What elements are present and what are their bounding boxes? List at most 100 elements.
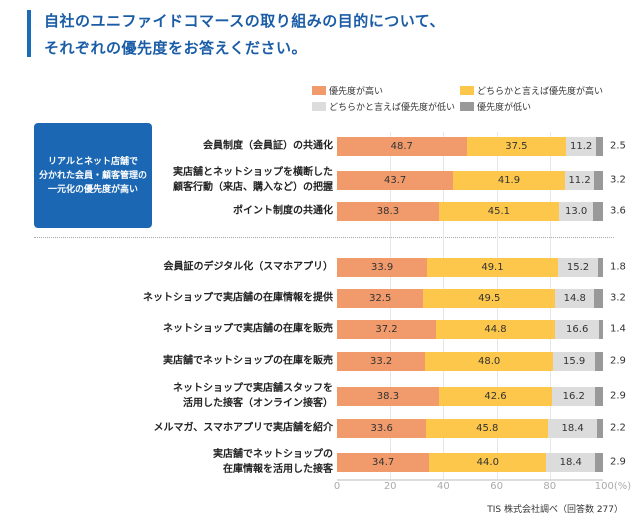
bar-segment: 45.8: [426, 418, 549, 438]
legend-item: 優先度が高い: [312, 84, 383, 97]
data-label: 37.5: [505, 140, 528, 152]
data-label: 2.2: [610, 422, 626, 434]
data-label: 2.9: [610, 456, 626, 468]
bar-segment: [599, 319, 603, 339]
x-tick-label: 60: [490, 481, 503, 492]
category-label: ネットショップで実店舗スタッフを 活用した接客（オンライン接客）: [173, 383, 333, 409]
data-label: 1.4: [610, 323, 626, 335]
category-label: 実店舗でネットショップの 在庫情報を活用した接客: [213, 449, 333, 475]
bar-segment: 11.2: [564, 170, 595, 190]
bar-segment: 48.7: [337, 136, 467, 156]
data-label: 49.1: [481, 261, 504, 273]
data-label: 11.2: [568, 174, 591, 186]
bar-segment: 11.2: [566, 136, 597, 156]
legend-label: 優先度が低い: [477, 103, 532, 113]
bar-segment: 15.9: [552, 351, 596, 371]
data-label: 34.7: [372, 456, 395, 468]
category-label: ネットショップで実店舗の在庫情報を提供: [143, 292, 333, 304]
bar-segment: 48.0: [425, 351, 553, 371]
data-label: 41.9: [497, 174, 521, 186]
data-label: 18.4: [561, 422, 584, 434]
bar-segment: 32.5: [337, 288, 424, 308]
bar-segment: 34.7: [337, 452, 430, 472]
x-tick-label: 40: [437, 481, 450, 492]
data-label: 15.9: [562, 355, 586, 367]
data-label: 44.0: [476, 456, 499, 468]
bar-segment: 14.8: [555, 288, 595, 308]
bar-segment: 43.7: [337, 170, 454, 190]
bar-segment: [594, 288, 603, 308]
legend-label: 優先度が高い: [329, 87, 384, 97]
bar-segment: [597, 418, 603, 438]
bar-segment: 41.9: [453, 170, 565, 190]
data-label: 2.9: [610, 390, 626, 402]
data-label: 45.1: [487, 205, 510, 217]
bar-segment: 33.2: [337, 351, 426, 371]
legend-item: 優先度が低い: [460, 100, 531, 113]
category-label: 実店舗でネットショップの在庫を販売: [163, 355, 333, 367]
legend-swatch: [312, 102, 326, 111]
legend-swatch: [460, 86, 474, 95]
group-separator: [34, 237, 614, 238]
category-label: ネットショップで実店舗の在庫を販売: [163, 323, 333, 335]
bar-segment: 44.0: [429, 452, 547, 472]
data-label: 14.8: [563, 292, 586, 304]
bar-segment: [593, 201, 603, 221]
legend-swatch: [312, 86, 326, 95]
bar-segment: 33.9: [337, 257, 428, 277]
legend-label: どちらかと言えば優先度が低い: [329, 103, 456, 113]
bar-segment: 45.1: [438, 201, 559, 221]
data-label: 18.4: [559, 456, 582, 468]
data-label: 3.2: [610, 292, 626, 304]
data-label: 38.3: [376, 390, 400, 402]
data-label: 2.5: [610, 140, 626, 152]
data-label: 2.9: [610, 355, 626, 367]
bar-segment: [595, 386, 603, 406]
category-label: 実店舗とネットショップを横断した 顧客行動（来店、購入など）の把握: [173, 167, 333, 193]
bar-segment: [595, 452, 603, 472]
data-label: 45.8: [476, 422, 499, 434]
bar-segment: [598, 257, 603, 277]
category-label: 会員制度（会員証）の共通化: [203, 140, 333, 152]
bar-segment: 15.2: [557, 257, 599, 277]
bar-segment: 37.2: [337, 319, 436, 339]
bar-segment: 38.3: [337, 201, 439, 221]
data-label: 13.0: [565, 205, 588, 217]
data-label: 44.8: [484, 323, 507, 335]
data-label: 33.6: [370, 422, 393, 434]
bar-segment: 18.4: [546, 452, 596, 472]
data-label: 3.2: [610, 174, 626, 186]
data-label: 49.5: [478, 292, 501, 304]
data-label: 48.0: [478, 355, 501, 367]
bar-segment: [596, 136, 603, 156]
bar-segment: 44.8: [435, 319, 556, 339]
data-label: 16.6: [566, 323, 589, 335]
page-title: 自社のユニファイドコマースの取り組みの目的について、 それぞれの優先度をお答えく…: [44, 12, 446, 57]
x-tick-label: 80: [543, 481, 557, 492]
bar-segment: 33.6: [337, 418, 427, 438]
bar-segment: 37.5: [466, 136, 567, 156]
bar-segment: 49.5: [423, 288, 556, 308]
data-label: 48.7: [390, 140, 413, 152]
data-label: 16.2: [562, 390, 585, 402]
bar-segment: [595, 351, 603, 371]
data-label: 1.8: [610, 261, 626, 273]
data-label: 15.2: [566, 261, 590, 273]
data-label: 42.6: [484, 390, 507, 402]
bar-segment: 18.4: [548, 418, 598, 438]
bar-segment: 13.0: [558, 201, 594, 221]
category-label: 会員証のデジタル化（スマホアプリ）: [163, 261, 334, 273]
x-axis: [337, 479, 603, 481]
x-tick-label: 0: [333, 481, 341, 492]
data-label: 43.7: [383, 174, 407, 186]
source-note: TIS 株式会社調べ（回答数 277）: [487, 505, 623, 515]
data-label: 11.2: [570, 140, 593, 152]
bar-segment: [594, 170, 603, 190]
x-tick-label: 20: [383, 481, 397, 492]
bar-segment: 42.6: [438, 386, 553, 406]
x-tick-label: 100(%): [594, 481, 632, 492]
group-label-box: リアルとネット店舗で 分かれた会員・顧客管理の 一元化の優先度が高い: [34, 123, 152, 228]
category-label: ポイント制度の共通化: [233, 205, 333, 217]
bar-segment: 38.3: [337, 386, 439, 406]
